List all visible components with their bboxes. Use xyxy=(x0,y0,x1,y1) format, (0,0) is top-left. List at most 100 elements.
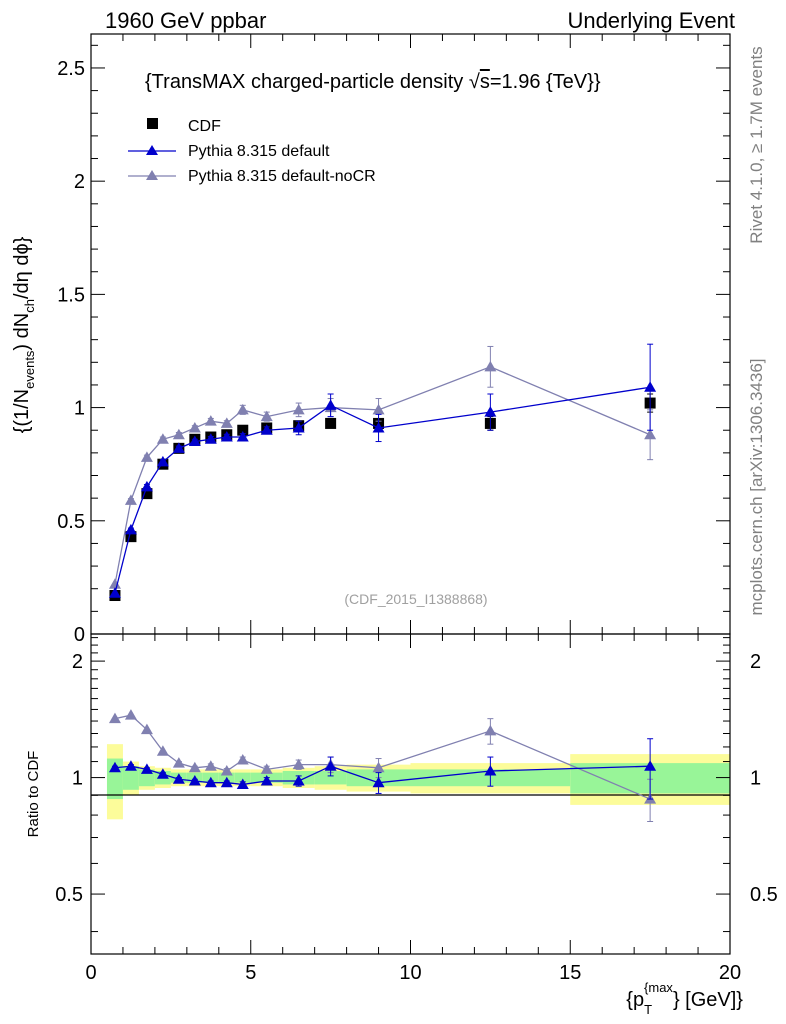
x-axis-label: {pT{max} [GeV]} xyxy=(626,980,743,1017)
ratio-y-tick-label: 1 xyxy=(72,768,83,790)
main-point-default xyxy=(236,431,249,442)
ratio-point-nocr xyxy=(204,760,217,771)
analysis-watermark: (CDF_2015_I1388868) xyxy=(344,591,487,607)
ratio-band-inner xyxy=(122,766,139,790)
ratio-point-nocr xyxy=(188,761,201,773)
ratio-y-tick-label: 2 xyxy=(72,651,83,673)
ratio-point-nocr xyxy=(372,761,385,773)
legend-cdf-label: CDF xyxy=(188,118,221,135)
ratio-band-inner xyxy=(234,772,251,783)
ratio-point-nocr xyxy=(292,758,305,770)
ratio-point-default xyxy=(484,764,497,776)
main-point-data xyxy=(141,488,153,500)
ratio-point-default xyxy=(292,774,305,786)
x-tick-label: 5 xyxy=(245,962,256,984)
ratio-point-default xyxy=(204,776,217,788)
main-point-default xyxy=(156,455,169,467)
main-y-axis-label: {(1/Nevents) dNch/dη dϕ} xyxy=(11,236,37,433)
ratio-point-default xyxy=(260,774,273,786)
legend-cdf-marker xyxy=(147,118,158,129)
mcplots-source-label: mcplots.cern.ch [arXiv:1306.3436] xyxy=(747,358,766,615)
main-point-nocr xyxy=(108,578,121,589)
ratio-point-default xyxy=(108,761,121,773)
ratio-plot-series xyxy=(108,709,657,823)
rivet-version-label: Rivet 4.1.0, ≥ 1.7M events xyxy=(747,46,766,243)
x-tick-label: 10 xyxy=(399,962,421,984)
ratio-band-inner xyxy=(314,770,347,785)
ratio-point-default xyxy=(156,768,169,779)
ratio-point-default xyxy=(140,763,153,774)
legend-nocr-label: Pythia 8.315 default-noCR xyxy=(188,168,376,185)
main-point-nocr xyxy=(372,403,385,415)
ratio-point-default xyxy=(644,760,657,771)
chart-title: {TransMAX charged-particle density √s=1.… xyxy=(145,71,601,93)
main-point-nocr xyxy=(220,417,233,428)
main-point-default xyxy=(140,480,153,492)
main-point-default xyxy=(188,435,201,447)
main-point-data xyxy=(125,531,137,543)
main-point-nocr xyxy=(204,415,217,426)
main-point-data xyxy=(325,417,337,429)
ratio-point-nocr xyxy=(260,763,273,774)
main-plot-frame xyxy=(90,33,731,635)
main-point-data xyxy=(237,424,249,436)
ratio-y-tick-label-right: 2 xyxy=(750,651,761,673)
main-point-nocr xyxy=(140,451,153,462)
main-point-nocr xyxy=(260,410,273,422)
ratio-y-tick-label-right: 1 xyxy=(750,768,761,790)
main-point-nocr xyxy=(292,403,305,415)
ratio-point-default xyxy=(236,778,249,789)
main-series-data xyxy=(109,393,656,602)
x-tick-label: 0 xyxy=(85,962,96,984)
main-point-default xyxy=(172,442,185,453)
main-point-nocr xyxy=(644,428,657,440)
ratio-point-default xyxy=(372,776,385,788)
ratio-point-default xyxy=(172,773,185,784)
ratio-point-nocr xyxy=(124,709,137,720)
main-point-nocr xyxy=(484,360,497,372)
ratio-point-nocr xyxy=(156,745,169,756)
ratio-point-nocr xyxy=(172,757,185,768)
legend-default-label: Pythia 8.315 default xyxy=(188,143,330,160)
main-y-tick-label: 2 xyxy=(74,171,85,193)
main-y-tick-label: 2.5 xyxy=(57,58,85,80)
main-plot-panel: 0 0.5 1 1.5 2 2.5 {TransMAX charged-particle … xyxy=(11,33,731,646)
header-energy-label: 1960 GeV ppbar xyxy=(105,8,266,33)
ratio-band-inner xyxy=(106,758,123,800)
ratio-y-tick-label: 0.5 xyxy=(55,884,83,906)
ratio-series-default xyxy=(108,738,657,800)
ratio-plot-panel: 0.5 0.51 12 20 5 10 15 20 Ratio to CDF {pT{max}… xyxy=(25,633,778,1017)
ratio-plot-frame xyxy=(90,633,731,955)
main-point-default xyxy=(204,433,217,444)
ratio-point-nocr xyxy=(140,723,153,735)
ratio-point-default xyxy=(324,760,337,771)
main-plot-series xyxy=(108,343,657,602)
main-y-tick-label: 1.5 xyxy=(57,284,85,306)
header-topic-label: Underlying Event xyxy=(567,8,735,33)
ratio-y-axis-label: Ratio to CDF xyxy=(25,751,42,838)
legend: CDF Pythia 8.315 default Pythia 8.315 de… xyxy=(128,118,376,185)
main-point-default xyxy=(260,424,273,435)
ratio-point-default xyxy=(124,760,137,771)
main-point-default xyxy=(108,587,121,598)
x-tick-label: 15 xyxy=(559,962,581,984)
main-series-nocr xyxy=(108,345,657,589)
legend-default-marker xyxy=(146,145,158,155)
main-point-default xyxy=(324,399,337,410)
main-axis-ticks: 0 0.5 1 1.5 2 2.5 xyxy=(57,34,731,646)
main-point-default xyxy=(644,381,657,392)
main-point-default xyxy=(220,431,233,442)
ratio-point-nocr xyxy=(220,764,233,776)
main-point-default xyxy=(124,523,137,535)
main-y-tick-label: 0 xyxy=(74,624,85,646)
ratio-point-default xyxy=(188,774,201,786)
ratio-point-nocr xyxy=(484,724,497,736)
main-point-default xyxy=(484,406,497,417)
ratio-point-nocr xyxy=(108,712,121,724)
ratio-series-nocr xyxy=(108,709,657,823)
x-tick-label: 20 xyxy=(719,962,741,984)
ratio-point-default xyxy=(220,776,233,788)
main-y-tick-label: 0.5 xyxy=(57,511,85,533)
main-point-nocr xyxy=(188,421,201,433)
